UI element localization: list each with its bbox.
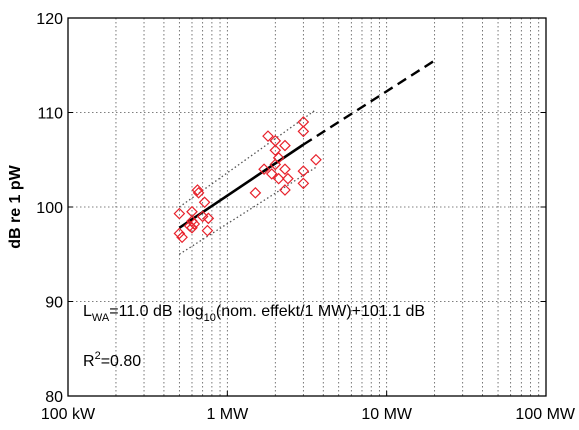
data-point	[202, 212, 215, 225]
data-point	[269, 135, 282, 147]
formula-annotation: LWA=11.0 dB ·log10(nom. effekt/1 MW)+101…	[83, 303, 425, 324]
formula-subscript-10: 10	[204, 312, 216, 324]
y-axis-ticks: 80 90 100 110 120	[36, 11, 546, 406]
r2-value: =0.80	[101, 353, 142, 370]
data-point	[269, 144, 282, 157]
data-point	[279, 184, 291, 196]
data-point	[176, 231, 188, 244]
data-point	[186, 221, 198, 234]
x-tick-label: 100 kW	[41, 406, 96, 423]
y-tick-label: 120	[36, 11, 63, 28]
data-point	[282, 172, 294, 185]
r2-prefix: R	[83, 353, 95, 370]
data-point	[272, 172, 285, 185]
data-point	[188, 218, 201, 230]
data-point	[192, 186, 205, 199]
data-points	[173, 116, 322, 244]
data-point	[297, 125, 310, 138]
data-point	[196, 210, 209, 223]
data-point	[173, 227, 186, 240]
formula-prefix: L	[83, 303, 92, 320]
x-axis-ticks: 100 kW 1 MW 10 MW 100 MW	[41, 391, 576, 423]
y-tick-label: 90	[45, 295, 63, 312]
data-point	[201, 224, 214, 237]
band-line-lower	[179, 166, 317, 255]
data-point	[258, 163, 270, 176]
data-point	[265, 168, 278, 180]
data-point	[186, 205, 198, 218]
y-tick-label: 110	[37, 106, 63, 123]
y-tick-label: 100	[36, 200, 63, 217]
data-point	[310, 153, 322, 166]
data-point	[279, 163, 291, 176]
data-point	[198, 196, 211, 209]
data-point	[173, 207, 186, 220]
x-tick-label: 1 MW	[206, 406, 249, 423]
data-point	[191, 184, 204, 196]
formula-middle: =11.0 dB ·log	[109, 303, 203, 320]
data-point	[297, 177, 310, 190]
x-tick-label: 100 MW	[515, 406, 575, 423]
data-point	[262, 130, 274, 142]
r2-superscript: 2	[95, 350, 101, 362]
data-point	[272, 152, 285, 164]
fit-line-dashed	[302, 59, 436, 146]
plot-background	[68, 18, 546, 396]
y-axis-label: dB re 1 pW	[7, 164, 24, 248]
confidence-bands	[178, 109, 317, 255]
y-tick-label: 80	[45, 389, 63, 406]
data-point	[297, 165, 310, 177]
formula-suffix: (nom. effekt/1 MW)+101.1 dB	[216, 303, 425, 320]
data-point	[249, 186, 262, 199]
x-tick-label: 10 MW	[361, 406, 413, 423]
r-squared-annotation: R2=0.80	[83, 350, 141, 370]
data-point	[279, 139, 291, 152]
formula-subscript-wa: WA	[92, 312, 110, 324]
